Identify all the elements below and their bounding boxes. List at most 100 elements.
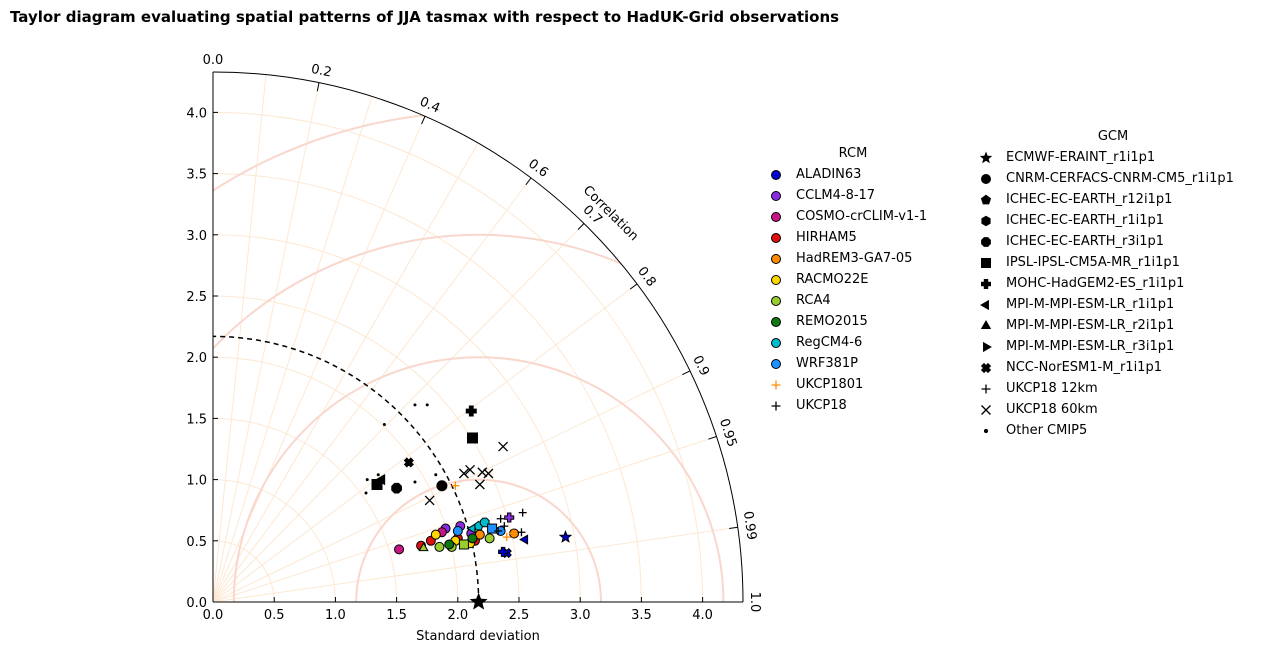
legend-marker-icon <box>981 257 991 268</box>
legend-item: MPI-M-MPI-ESM-LR_r3i1p1 <box>978 336 1263 357</box>
data-point <box>371 478 383 490</box>
data-point <box>479 517 490 528</box>
legend-marker-icon <box>983 428 989 433</box>
legend-label: Other CMIP5 <box>1006 423 1088 438</box>
data-point <box>477 467 488 478</box>
data-point <box>500 522 509 531</box>
legend-item: RegCM4-6 <box>768 332 958 353</box>
legend-marker-icon <box>980 194 992 204</box>
data-point <box>474 479 485 490</box>
std-grid-arc <box>213 479 336 602</box>
data-point <box>452 526 463 537</box>
x-tick-label: 1.5 <box>386 608 407 623</box>
legend-label: UKCP18 12km <box>1006 381 1098 396</box>
data-point <box>508 529 517 538</box>
legend-item: UKCP1801 <box>768 374 958 395</box>
legend-marker <box>771 190 781 201</box>
correlation-tick-label: 0.2 <box>310 62 333 81</box>
legend-item: UKCP18 60km <box>978 399 1263 420</box>
correlation-tick-label: 0.6 <box>525 156 551 180</box>
correlation-tick-mark <box>682 370 691 376</box>
rcm-legend: RCM ALADIN63 CCLM4-8-17 COSMO-crCLIM-v1-1 H… <box>768 146 958 416</box>
reference-std-arc <box>212 335 480 603</box>
data-point <box>517 528 526 537</box>
data-point <box>424 495 435 506</box>
legend-marker-icon <box>771 316 781 327</box>
data-point <box>364 491 368 495</box>
legend-marker-icon <box>771 274 781 285</box>
correlation-grid-line <box>213 283 638 602</box>
legend-label: ICHEC-EC-EARTH_r1i1p1 <box>1006 213 1165 228</box>
data-point <box>451 481 460 490</box>
std-grid-arc <box>213 234 581 602</box>
legend-item: CNRM-CERFACS-CNRM-CM5_r1i1p1 <box>978 168 1263 189</box>
legend-label: NCC-NorESM1-M_r1i1p1 <box>1006 360 1162 375</box>
x-tick-label: 2.0 <box>447 608 468 623</box>
rcm-legend-title: RCM <box>838 146 868 161</box>
y-tick-label: 1.5 <box>186 412 207 427</box>
data-point <box>483 468 494 479</box>
legend-label: HadREM3-GA7-05 <box>796 251 913 266</box>
x-tick-label: 0.0 <box>203 608 224 623</box>
y-tick-label: 2.5 <box>186 290 207 305</box>
data-point <box>430 529 441 540</box>
x-tick-label: 0.5 <box>264 608 285 623</box>
legend-marker <box>771 169 781 180</box>
correlation-tick-mark <box>729 526 738 529</box>
legend-marker <box>771 401 781 410</box>
legend-item: HadREM3-GA7-05 <box>768 248 958 269</box>
correlation-tick-label: 0.99 <box>740 510 759 541</box>
legend-item: MPI-M-MPI-ESM-LR_r2i1p1 <box>978 315 1263 336</box>
data-point <box>487 523 498 534</box>
legend-marker-icon <box>981 173 991 184</box>
data-point <box>494 527 503 536</box>
legend-marker-icon <box>771 358 781 369</box>
legend-marker-icon <box>771 295 781 306</box>
y-tick-label: 0.0 <box>186 596 207 611</box>
data-point <box>403 457 414 468</box>
legend-marker <box>981 173 991 184</box>
legend-item: HIRHAM5 <box>768 227 958 248</box>
data-point <box>496 514 505 523</box>
legend-label: CCLM4-8-17 <box>796 188 876 203</box>
correlation-tick-label: 1.0 <box>747 592 762 613</box>
correlation-tick-mark <box>708 436 717 440</box>
legend-marker-icon <box>771 253 781 264</box>
legend-item: ECMWF-ERAINT_r1i1p1 <box>978 147 1263 168</box>
legend-item: UKCP18 12km <box>978 378 1263 399</box>
legend-item: COSMO-crCLIM-v1-1 <box>768 206 958 227</box>
y-tick-label: 2.0 <box>186 351 207 366</box>
legend-item: UKCP18 <box>768 395 958 416</box>
data-point <box>519 534 529 545</box>
legend-marker-icon <box>771 190 781 201</box>
legend-label: ECMWF-ERAINT_r1i1p1 <box>1006 150 1156 165</box>
y-tick-label: 4.0 <box>186 106 207 121</box>
correlation-tick-label: 0.95 <box>716 417 739 449</box>
y-tick-label: 3.5 <box>186 168 207 183</box>
legend-marker <box>980 319 992 329</box>
legend-item: NCC-NorESM1-M_r1i1p1 <box>978 357 1263 378</box>
legend-marker <box>980 362 992 373</box>
legend-label: HIRHAM5 <box>796 230 857 245</box>
legend-marker <box>981 384 991 393</box>
legend-marker <box>980 194 992 204</box>
axes-layer: 0.0 0.5 1.0 1.5 2.0 2.5 3.0 3.5 4.0 0.0 0.5 1.0 1.5 2… <box>186 53 762 623</box>
std-grid-arc <box>213 111 704 602</box>
legend-label: ICHEC-EC-EARTH_r3i1p1 <box>1006 234 1165 249</box>
legend-item: ICHEC-EC-EARTH_r3i1p1 <box>978 231 1263 252</box>
legend-label: ALADIN63 <box>796 167 862 182</box>
y-tick-label: 3.0 <box>186 229 207 244</box>
data-point <box>436 480 448 492</box>
data-point <box>465 405 477 417</box>
legend-item: ALADIN63 <box>768 164 958 185</box>
legend-item: IPSL-IPSL-CM5A-MR_r1i1p1 <box>978 252 1263 273</box>
legend-marker <box>981 278 991 289</box>
legend-label: RCA4 <box>796 293 831 308</box>
legend-marker <box>771 274 781 285</box>
x-axis-label: Standard deviation <box>416 629 540 644</box>
legend-marker-icon <box>981 278 991 289</box>
legend-marker <box>979 150 993 163</box>
correlation-tick-label: 0.0 <box>203 53 224 68</box>
data-point <box>458 468 469 479</box>
